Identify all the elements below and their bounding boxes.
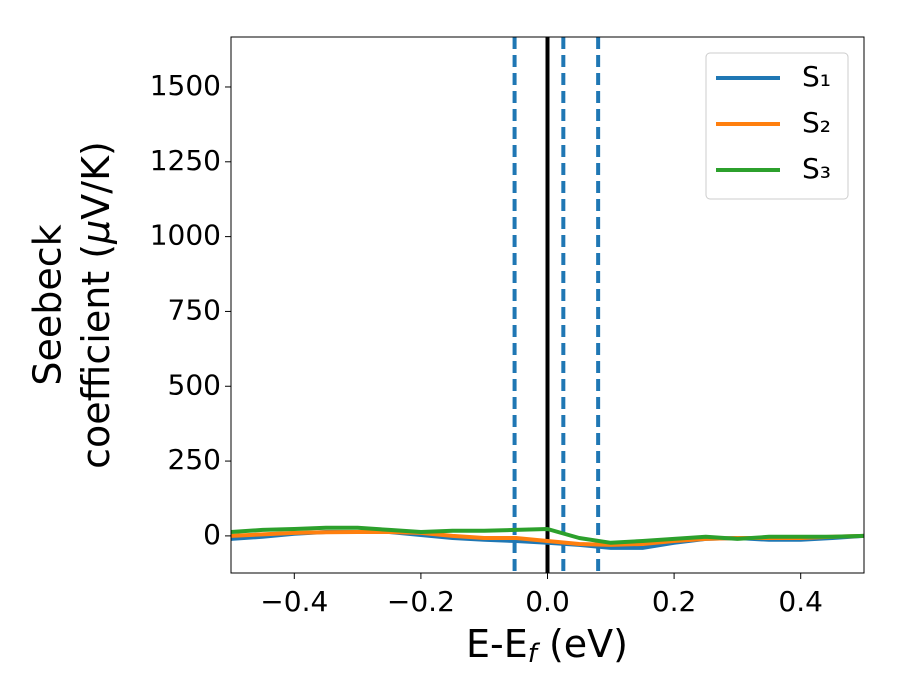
plot-area	[231, 37, 864, 573]
x-axis-label: E-Ef (eV)	[466, 622, 628, 669]
y-label-part: μ	[74, 220, 118, 245]
y-tick-label: 1000	[150, 219, 221, 252]
y-axis-label: Seebeck coefficient (μV/K)	[26, 141, 118, 469]
y-label-part: coefficient (	[74, 244, 118, 469]
legend-label: S₂	[802, 106, 831, 139]
y-tick-label: 1250	[150, 144, 221, 177]
plot-frame	[230, 36, 865, 574]
x-tick-label: 0.4	[778, 585, 823, 618]
x-tick-label: 0.2	[652, 585, 697, 618]
y-tick-label: 1500	[150, 69, 221, 102]
series-line	[231, 525, 864, 545]
legend-label: S₃	[802, 152, 831, 185]
x-tick-label: −0.4	[260, 585, 328, 618]
x-tick-label: −0.2	[387, 585, 455, 618]
y-label-line: coefficient (μV/K)	[74, 141, 118, 469]
x-label-part: E-E	[466, 622, 528, 666]
x-label-part: (eV)	[537, 622, 628, 666]
y-tick-label: 0	[203, 518, 221, 551]
x-tick-label: 0.0	[525, 585, 570, 618]
y-label-part: V/K)	[74, 141, 118, 220]
legend-label: S₁	[802, 60, 831, 93]
y-label-line: Seebeck	[26, 224, 70, 385]
y-tick-label: 750	[168, 293, 221, 326]
y-tick-label: 250	[168, 443, 221, 476]
y-tick-label: 500	[168, 368, 221, 401]
